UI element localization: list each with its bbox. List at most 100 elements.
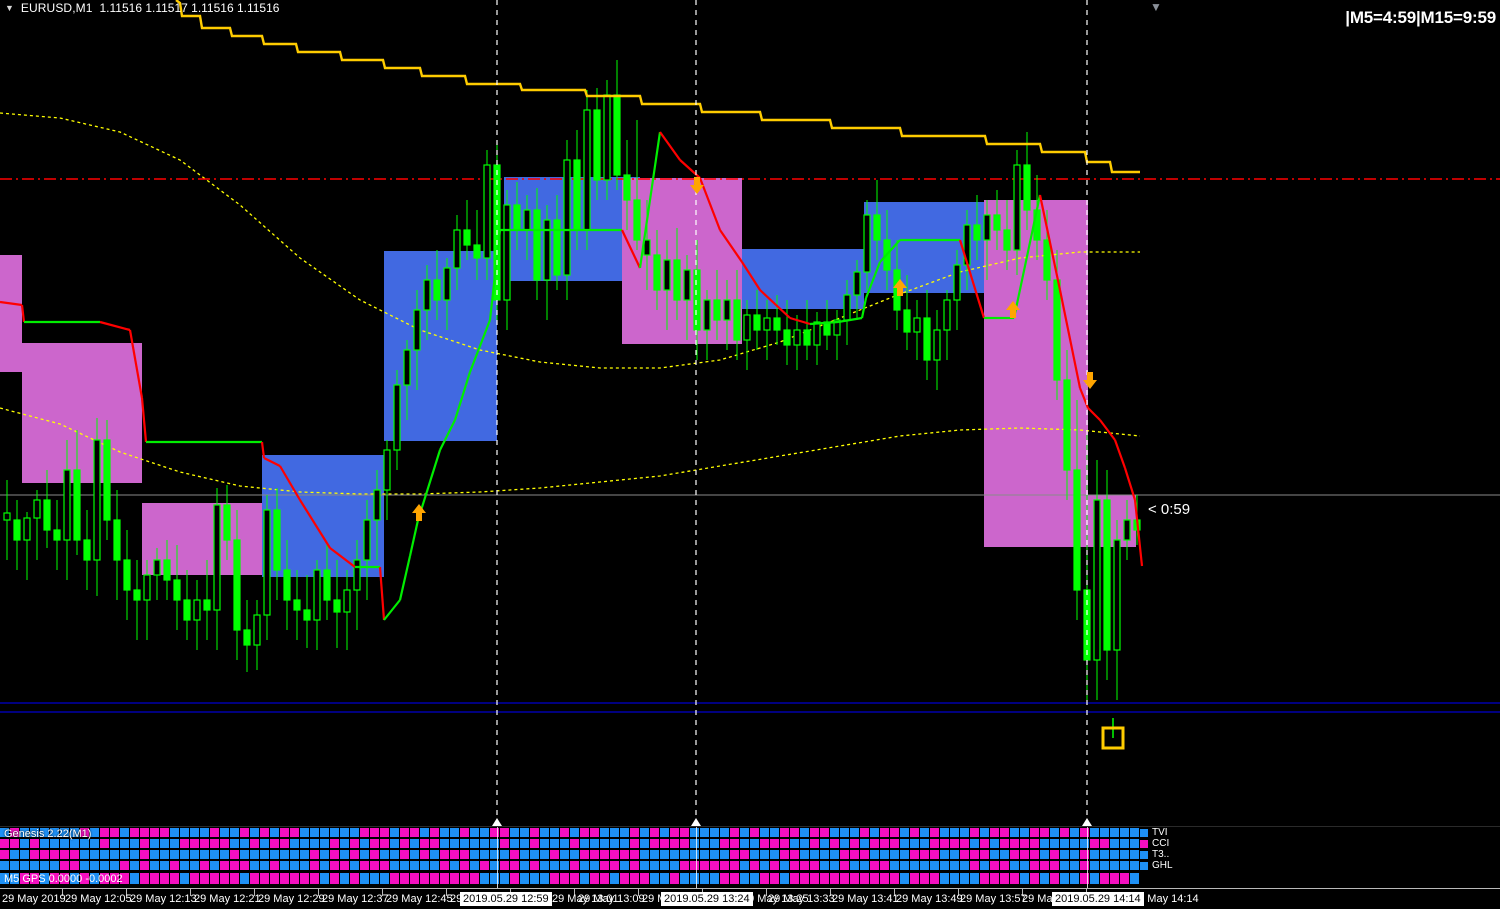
histogram-cell bbox=[50, 839, 59, 848]
candle-body bbox=[373, 489, 381, 521]
histogram-cell bbox=[120, 839, 129, 848]
histogram-cell bbox=[250, 861, 259, 870]
genesis-indicator-panel[interactable]: Genesis 2.22(M1) TVI CCI T3.. GHL bbox=[0, 826, 1500, 872]
histogram-cell bbox=[1070, 828, 1079, 837]
gps-cell bbox=[360, 873, 369, 884]
period-separator-handle[interactable] bbox=[492, 818, 502, 826]
candle-body bbox=[913, 317, 921, 333]
gps-cell bbox=[420, 873, 429, 884]
histogram-cell bbox=[1040, 850, 1049, 859]
histogram-cell bbox=[460, 861, 469, 870]
histogram-cell bbox=[360, 850, 369, 859]
candle-body bbox=[363, 519, 371, 561]
histogram-cell bbox=[390, 828, 399, 837]
histogram-cell bbox=[1090, 850, 1099, 859]
indicator-legend: TVI CCI T3.. GHL bbox=[1140, 827, 1200, 871]
histogram-cell bbox=[1080, 839, 1089, 848]
gps-cell bbox=[1020, 873, 1029, 884]
signal-arrow-up-icon bbox=[1006, 301, 1020, 318]
gps-indicator-panel[interactable]: M5 GPS 0.0000 -0.0002 bbox=[0, 871, 1500, 888]
histogram-cell bbox=[110, 850, 119, 859]
histogram-cell bbox=[490, 850, 499, 859]
histogram-cell bbox=[180, 839, 189, 848]
chart-canvas bbox=[0, 0, 1500, 826]
histogram-cell bbox=[270, 850, 279, 859]
time-axis[interactable]: 29 May 2019 29 May 12:05 29 May 12:13 29 Ma… bbox=[0, 888, 1500, 909]
candle-body bbox=[183, 599, 191, 621]
histogram-cell bbox=[420, 839, 429, 848]
histogram-cell bbox=[760, 839, 769, 848]
period-separator-handle[interactable] bbox=[691, 818, 701, 826]
histogram-cell bbox=[380, 828, 389, 837]
histogram-cell bbox=[1070, 850, 1079, 859]
histogram-cell bbox=[130, 850, 139, 859]
histogram-cell bbox=[630, 861, 639, 870]
histogram-cell bbox=[940, 839, 949, 848]
candle-body bbox=[423, 279, 431, 311]
period-separator-handle[interactable] bbox=[1082, 818, 1092, 826]
histogram-cell bbox=[420, 828, 429, 837]
histogram-cell bbox=[300, 828, 309, 837]
candle-body bbox=[593, 109, 601, 181]
histogram-cell bbox=[520, 828, 529, 837]
zone-rect-magenta bbox=[984, 200, 1088, 547]
gps-cell bbox=[450, 873, 459, 884]
candle-body bbox=[13, 519, 21, 541]
signal-trend-segment bbox=[1087, 407, 1101, 421]
gps-cell bbox=[170, 873, 179, 884]
histogram-cell bbox=[100, 828, 109, 837]
histogram-cell bbox=[210, 828, 219, 837]
histogram-cell bbox=[200, 850, 209, 859]
histogram-cell bbox=[150, 850, 159, 859]
time-tick-separator bbox=[190, 889, 191, 896]
signal-trend-segment bbox=[99, 320, 131, 332]
histogram-cell bbox=[140, 861, 149, 870]
histogram-cell bbox=[370, 861, 379, 870]
gps-cell bbox=[90, 873, 99, 884]
histogram-cell bbox=[1030, 850, 1039, 859]
candle-body bbox=[53, 529, 61, 541]
histogram-cell bbox=[990, 828, 999, 837]
gps-cell bbox=[950, 873, 959, 884]
candle-body bbox=[973, 224, 981, 241]
histogram-cell bbox=[140, 839, 149, 848]
histogram-cell bbox=[480, 828, 489, 837]
candle-body bbox=[1023, 164, 1031, 211]
signal-trend-segment bbox=[1133, 499, 1144, 567]
histogram-cell bbox=[320, 861, 329, 870]
price-chart-pane[interactable] bbox=[0, 0, 1500, 826]
histogram-cell bbox=[260, 839, 269, 848]
histogram-cell bbox=[20, 839, 29, 848]
window-minimize-icon[interactable]: ▼ bbox=[1150, 0, 1162, 14]
histogram-cell bbox=[620, 828, 629, 837]
legend-label: T3.. bbox=[1152, 848, 1170, 860]
gps-cell bbox=[270, 873, 279, 884]
histogram-cell bbox=[570, 828, 579, 837]
candle-body bbox=[1103, 499, 1111, 651]
histogram-cell bbox=[600, 839, 609, 848]
histogram-cell bbox=[870, 839, 879, 848]
histogram-cell bbox=[400, 839, 409, 848]
candle-body bbox=[123, 559, 131, 591]
histogram-cell bbox=[290, 850, 299, 859]
histogram-cell bbox=[100, 861, 109, 870]
histogram-cell bbox=[450, 861, 459, 870]
histogram-cell bbox=[770, 861, 779, 870]
order-entry-marker[interactable] bbox=[1101, 726, 1125, 750]
histogram-cell bbox=[700, 850, 709, 859]
histogram-cell bbox=[680, 828, 689, 837]
histogram-cell bbox=[60, 839, 69, 848]
time-tick-highlighted: 2019.05.29 12:59 bbox=[460, 892, 552, 906]
histogram-cell bbox=[150, 839, 159, 848]
histogram-cell bbox=[710, 828, 719, 837]
histogram-cell bbox=[810, 861, 819, 870]
candle-body bbox=[473, 244, 481, 259]
histogram-cell bbox=[1040, 861, 1049, 870]
candle-body bbox=[173, 579, 181, 601]
histogram-cell bbox=[450, 850, 459, 859]
gps-cell bbox=[120, 873, 129, 884]
histogram-cell bbox=[1090, 828, 1099, 837]
histogram-cell bbox=[610, 850, 619, 859]
histogram-cell bbox=[70, 861, 79, 870]
histogram-cell bbox=[100, 839, 109, 848]
